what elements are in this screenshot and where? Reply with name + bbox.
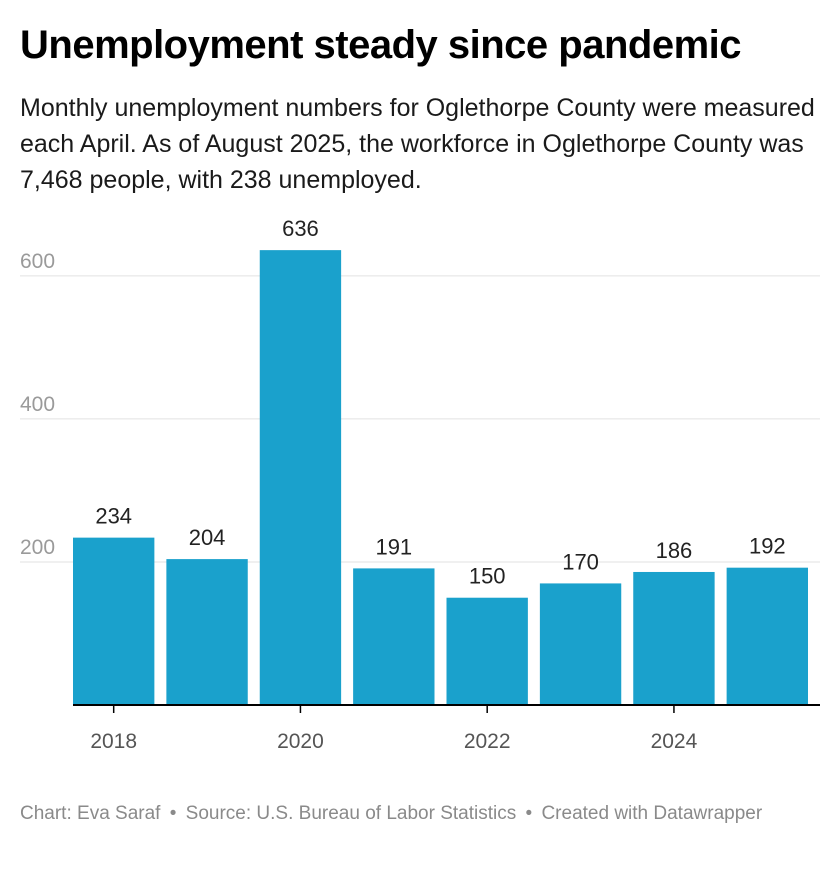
x-tick-label: 2020 — [277, 730, 324, 753]
y-tick-label: 200 — [20, 536, 55, 559]
chart-footer: Chart: Eva Saraf • Source: U.S. Bureau o… — [20, 800, 780, 827]
bar-value-label: 204 — [189, 525, 226, 550]
bar-value-label: 192 — [749, 534, 786, 559]
bar-value-label: 234 — [95, 504, 132, 529]
bar — [259, 250, 342, 705]
separator: • — [525, 803, 533, 824]
chart-subtitle: Monthly unemployment numbers for Ogletho… — [20, 94, 815, 194]
separator: • — [169, 803, 177, 824]
bar-value-label: 170 — [562, 549, 599, 574]
bar-value-label: 150 — [469, 564, 506, 589]
chart-title: Unemployment steady since pandemic — [20, 23, 742, 67]
x-tick-label: 2024 — [651, 730, 698, 753]
bar — [353, 568, 435, 705]
y-tick-label: 600 — [20, 250, 55, 273]
bar-value-label: 191 — [375, 534, 412, 559]
y-tick-label: 400 — [20, 393, 55, 416]
data-labels: 234 204 636 191 150 170 186 192 — [95, 216, 785, 589]
created-with-text: Created with Datawrapper — [541, 803, 763, 824]
x-axis-ticks: 2018 2020 2022 2024 — [90, 705, 698, 753]
bar — [166, 559, 248, 705]
bar — [73, 537, 155, 705]
source-text: Source: U.S. Bureau of Labor Statistics — [185, 803, 517, 824]
credit-text: Chart: Eva Saraf — [20, 803, 161, 824]
gridlines: 200 400 600 — [20, 250, 820, 563]
bar — [726, 567, 808, 705]
bar — [446, 597, 528, 705]
bar-value-label: 186 — [656, 538, 693, 563]
bars — [73, 250, 808, 705]
bar-value-label: 636 — [282, 216, 319, 241]
bar — [539, 583, 622, 705]
x-tick-label: 2018 — [90, 730, 137, 753]
bar — [633, 571, 715, 705]
x-tick-label: 2022 — [464, 730, 511, 753]
